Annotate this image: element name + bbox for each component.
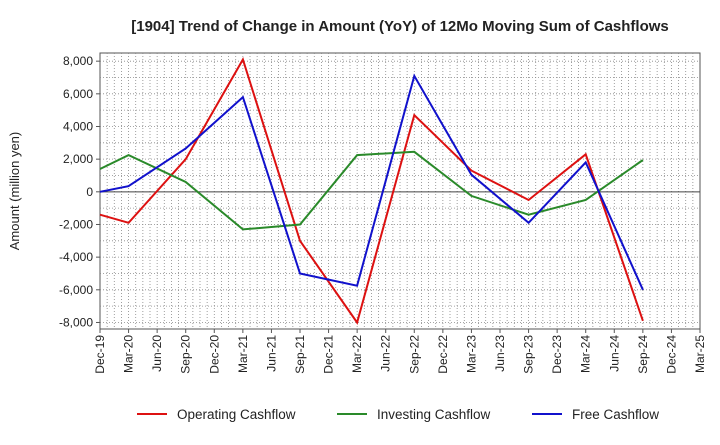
investing-cashflow-legend-label: Investing Cashflow xyxy=(377,407,491,422)
y-tick-label: -8,000 xyxy=(59,315,93,329)
x-tick-label: Sep-20 xyxy=(179,335,193,374)
y-tick-label: 4,000 xyxy=(63,119,93,133)
x-tick-label: Mar-24 xyxy=(579,335,593,373)
x-tick-label: Mar-22 xyxy=(350,335,364,373)
operating-cashflow-legend-label: Operating Cashflow xyxy=(177,407,296,422)
chart-title: [1904] Trend of Change in Amount (YoY) o… xyxy=(131,18,669,35)
y-tick-label: -6,000 xyxy=(59,283,93,297)
x-tick-label: Jun-20 xyxy=(150,335,164,372)
x-tick-label: Mar-23 xyxy=(464,335,478,373)
y-tick-label: -4,000 xyxy=(59,250,93,264)
x-tick-label: Dec-21 xyxy=(322,335,336,374)
y-tick-label: 0 xyxy=(86,185,93,199)
operating-cashflow-line xyxy=(99,57,644,325)
x-tick-label: Mar-21 xyxy=(236,335,250,373)
x-tick-label: Jun-22 xyxy=(379,335,393,372)
x-tick-label: Mar-25 xyxy=(693,335,707,373)
legend: Operating Cashflow Investing Cashflow Free… xyxy=(137,407,659,422)
y-tick-label: -2,000 xyxy=(59,217,93,231)
free-cashflow-line xyxy=(99,73,644,291)
x-tick-label: Jun-24 xyxy=(607,335,621,372)
plot-area: 8,000 6,000 4,000 2,000 0 -2,000 -4,000 -6,000 -… xyxy=(59,52,707,374)
x-tick-label: Sep-23 xyxy=(522,335,536,374)
x-tick-label: Dec-23 xyxy=(550,335,564,374)
y-axis-title: Amount (million yen) xyxy=(7,132,22,251)
x-tick-label: Dec-20 xyxy=(207,335,221,374)
x-tick-label: Sep-21 xyxy=(293,335,307,374)
x-tick-label: Dec-19 xyxy=(93,335,107,374)
x-tick-label: Sep-24 xyxy=(636,335,650,374)
y-tick-label: 8,000 xyxy=(63,54,93,68)
x-tick-label: Sep-22 xyxy=(407,335,421,374)
investing-cashflow-line xyxy=(99,150,644,231)
x-tick-label: Jun-21 xyxy=(264,335,278,372)
free-cashflow-legend-label: Free Cashflow xyxy=(572,407,659,422)
x-tick-label: Dec-24 xyxy=(664,335,678,374)
y-tick-label: 2,000 xyxy=(63,152,93,166)
x-tick-label: Jun-23 xyxy=(493,335,507,372)
x-tick-label: Dec-22 xyxy=(436,335,450,374)
y-tick-label: 6,000 xyxy=(63,87,93,101)
x-tick-label: Mar-20 xyxy=(122,335,136,373)
